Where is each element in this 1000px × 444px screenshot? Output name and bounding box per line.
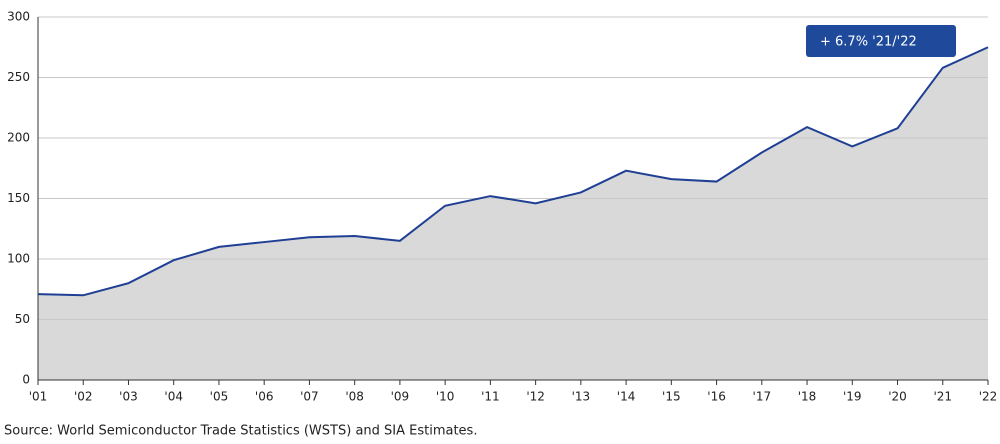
y-tick-label: 300: [7, 10, 30, 24]
x-tick-label: '09: [391, 390, 410, 404]
x-tick-label: '13: [572, 390, 591, 404]
x-tick-label: '15: [662, 390, 681, 404]
x-tick-label: '10: [436, 390, 455, 404]
x-tick-label: '08: [345, 390, 364, 404]
source: Source: World Semiconductor Trade Statis…: [4, 424, 477, 439]
x-tick-label: '12: [526, 390, 545, 404]
x-tick-label: '22: [979, 390, 998, 404]
area: [38, 47, 988, 380]
x-tick-label: '03: [119, 390, 138, 404]
x-tick-label: '07: [300, 390, 319, 404]
y-tick-label: 200: [7, 131, 30, 145]
y-tick-label: 50: [15, 312, 30, 326]
x-tick-label: '16: [707, 390, 726, 404]
x-tick-label: '14: [617, 390, 636, 404]
x-tick-label: '19: [843, 390, 862, 404]
x-tick-label: '18: [798, 390, 817, 404]
y-tick-label: 100: [7, 252, 30, 266]
y-tick-label: 250: [7, 70, 30, 84]
x-tick-label: '17: [753, 390, 772, 404]
y-tick-label: 150: [7, 191, 30, 205]
line: [37, 46, 989, 297]
x-tick-label: '05: [210, 390, 229, 404]
x-tick-label: '20: [888, 390, 907, 404]
y-tick-label: 0: [22, 373, 30, 387]
x-tick-label: '02: [74, 390, 93, 404]
x-tick-label: '01: [29, 390, 48, 404]
x-tick-label: '04: [164, 390, 183, 404]
annotation-box: [806, 25, 956, 57]
x-tick-label: '06: [255, 390, 274, 404]
x-tick-label: '11: [481, 390, 500, 404]
annotation: + 6.7% '21/'22: [820, 35, 917, 50]
x-tick-label: '21: [933, 390, 952, 404]
